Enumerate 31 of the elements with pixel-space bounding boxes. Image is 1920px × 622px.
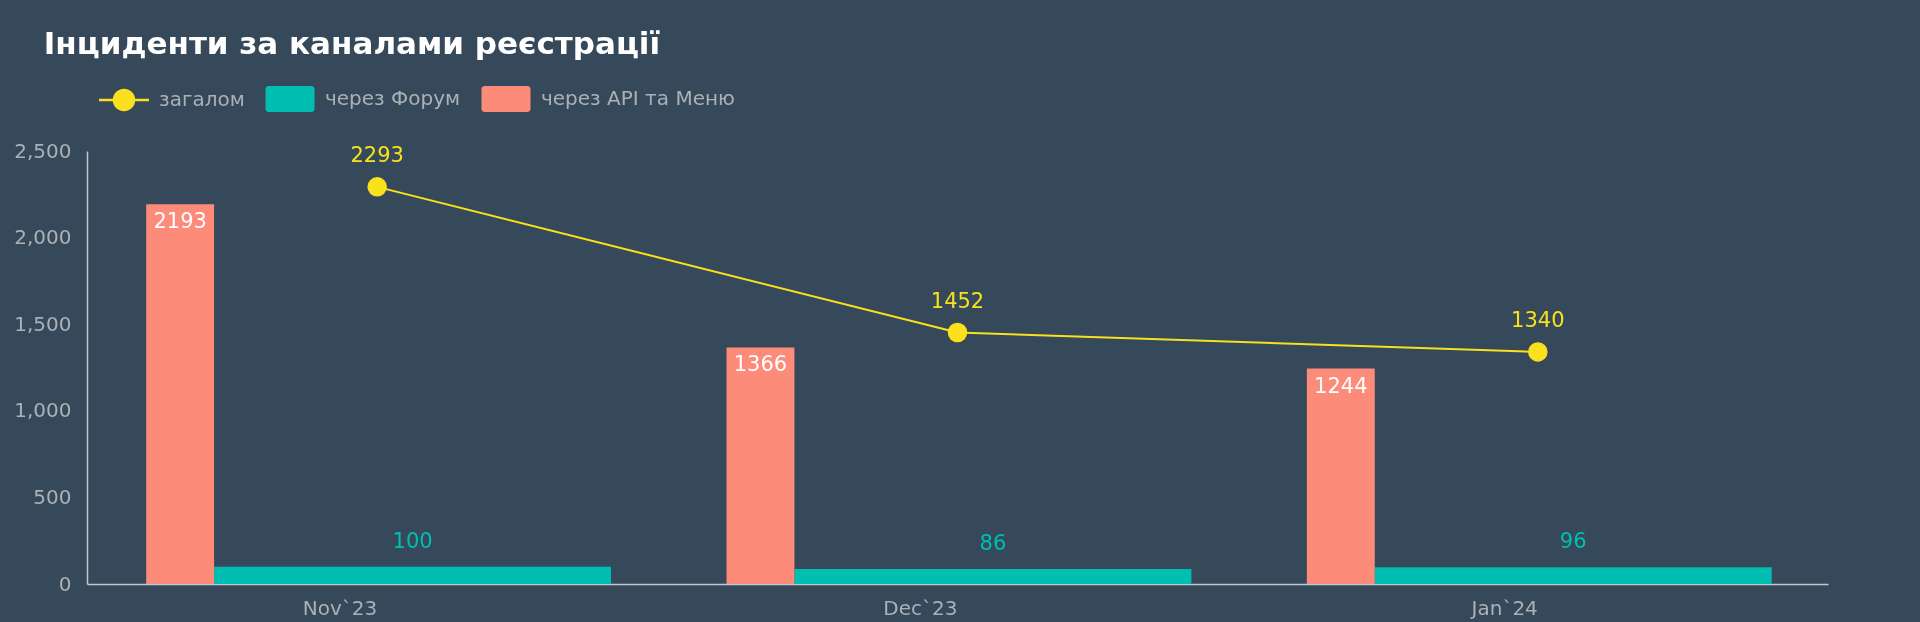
- data-label: 2293: [350, 142, 404, 167]
- bar: [214, 566, 612, 584]
- y-tick-label: 1,000: [14, 398, 72, 423]
- bar: [794, 569, 1192, 584]
- legend-label: через API та Меню: [541, 86, 735, 110]
- data-label: 96: [1559, 529, 1587, 554]
- bar: [726, 347, 795, 584]
- bar: [1306, 368, 1375, 584]
- data-label: 100: [392, 528, 433, 553]
- data-label: 86: [979, 531, 1007, 556]
- x-tick-label: Dec`23: [883, 595, 958, 620]
- y-tick-label: 2,000: [14, 225, 72, 250]
- data-label: 1452: [930, 288, 985, 313]
- point: [947, 322, 968, 343]
- y-tick-label: 500: [33, 484, 72, 509]
- y-tick-label: 1,500: [14, 311, 72, 336]
- y-tick-label: 0: [58, 571, 72, 596]
- bar: [146, 204, 215, 584]
- chart-title: Інциденти за каналами реєстрації: [43, 25, 661, 61]
- legend-label: загалом: [159, 86, 245, 111]
- data-label: 1340: [1511, 307, 1565, 332]
- point: [367, 177, 387, 197]
- data-label: 1244: [1314, 373, 1368, 398]
- point: [1528, 342, 1548, 362]
- bar: [1374, 567, 1772, 584]
- legend-label: через Форум: [325, 86, 461, 110]
- y-tick-label: 2,500: [14, 138, 72, 163]
- x-tick-label: Jan`24: [1469, 595, 1538, 620]
- data-label: 2193: [153, 209, 207, 234]
- x-tick-label: Nov`23: [302, 595, 378, 620]
- data-label: 1366: [733, 352, 788, 377]
